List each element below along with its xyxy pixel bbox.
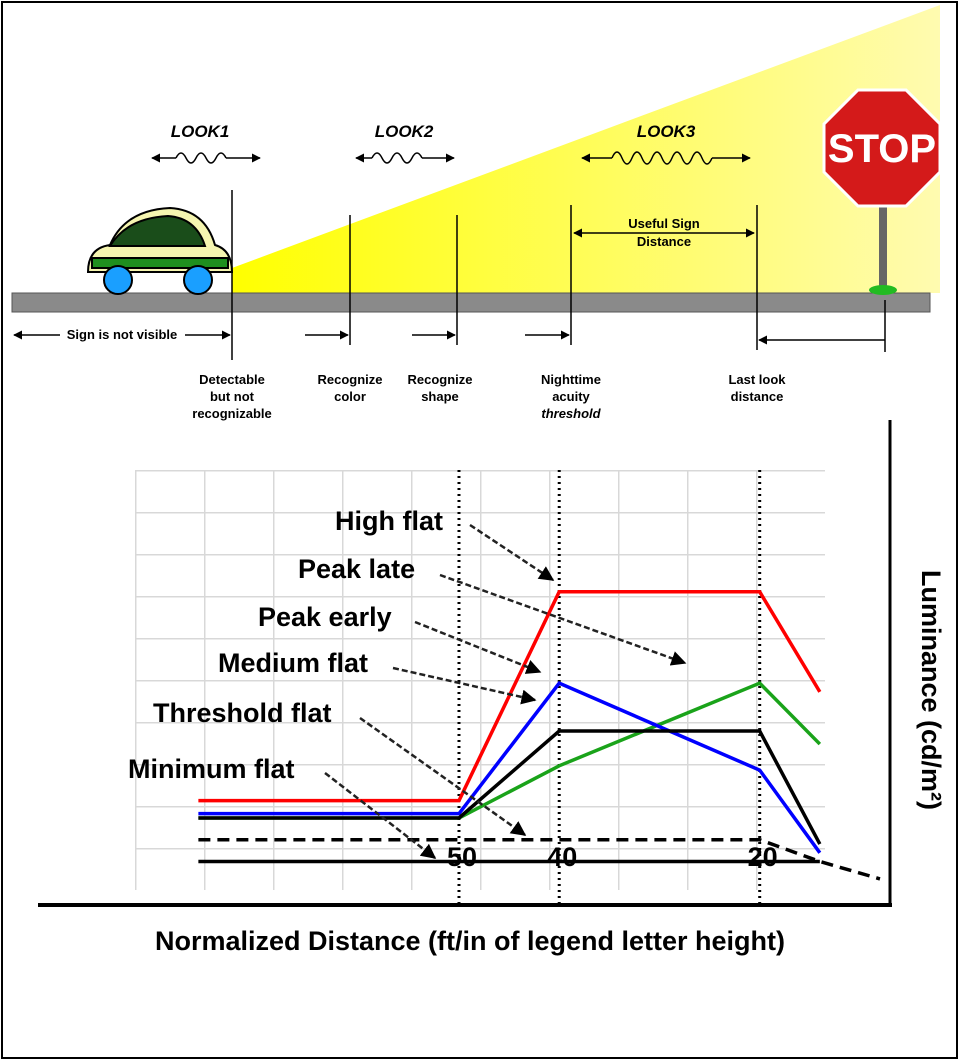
stage-lines [231,190,886,360]
pointer-arrow [414,620,542,674]
headlight-beam [232,5,940,293]
look-label: LOOK2 [375,122,434,141]
stage-label: but not [210,389,255,404]
stage-label: Recognize [317,372,382,387]
series-line [198,729,822,845]
series-label: Peak early [258,602,392,632]
series-label: Peak late [298,554,415,584]
series-line [198,838,881,881]
look-label: LOOK1 [171,122,230,141]
y-axis-label: Luminance (cd/m²) [916,570,946,810]
series-label: High flat [335,506,443,536]
arrows [13,151,885,345]
look-label: LOOK3 [637,122,696,141]
stage-label: acuity [552,389,590,404]
grid [135,470,825,890]
stage-label: threshold [541,406,601,421]
useful-distance-label: Useful Sign [628,216,700,231]
not-visible-label: Sign is not visible [67,327,178,342]
series-line [198,590,822,803]
pointer-arrow [439,573,687,666]
x-tick-label: 40 [547,842,577,872]
stage-label: recognizable [192,406,271,421]
stage-label: Detectable [199,372,265,387]
series-line [198,681,822,854]
x-tick-label: 20 [748,842,778,872]
road [11,292,931,313]
stage-label: Recognize [407,372,472,387]
car [86,206,234,295]
stage-label: distance [731,389,784,404]
series-label: Minimum flat [128,754,295,784]
pointer-arrow [392,666,537,705]
useful-distance-label: Distance [637,234,691,249]
pointer-arrow [469,523,555,582]
stop-sign: STOP [822,88,942,295]
series-label: Threshold flat [153,698,332,728]
stage-label: shape [421,389,459,404]
x-tick-label: 50 [447,842,477,872]
stage-label: Last look [728,372,786,387]
series-label: Medium flat [218,648,368,678]
pointer-arrow [359,716,527,837]
stage-label: Nighttime [541,372,601,387]
pointer-arrow [324,772,437,859]
x-axis-label: Normalized Distance (ft/in of legend let… [155,926,785,956]
stop-text: STOP [828,127,936,171]
stage-label: color [334,389,366,404]
